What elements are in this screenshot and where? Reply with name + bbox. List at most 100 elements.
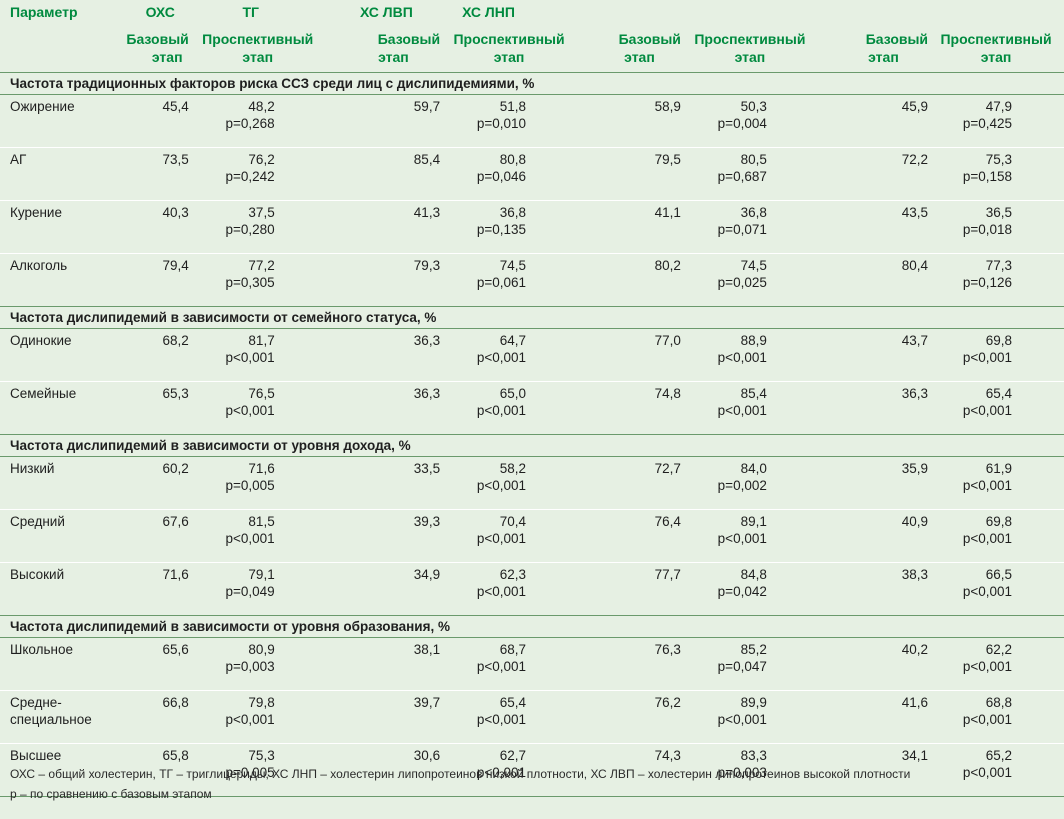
cell-value: 89,1 [740,514,767,529]
section-row: Частота дислипидемий в зависимости от ур… [0,434,1064,457]
section-row: Частота традиционных факторов риска ССЗ … [0,72,1064,95]
header-stage-line2: этап [624,49,655,65]
table-body: Частота традиционных факторов риска ССЗ … [0,72,1064,797]
header-stage-line1: Проспективный [202,31,314,47]
cell-prospective-value: 81,7 p<0,001 [194,328,327,382]
cell-base-value: 66,8 [125,690,195,744]
header-stage-line2: этап [151,49,183,65]
footnotes: ОХС – общий холестерин, ТГ – триглицерид… [10,764,910,804]
cell-prospective-value: 64,7 p<0,001 [446,328,579,382]
cell-base-value: 45,4 [125,94,195,148]
cell-prospective-value: 79,1 p=0,049 [194,562,327,616]
cell-base-value: 58,9 [578,94,687,148]
header-param: Параметр [10,4,78,20]
header-stage-base: Базовый этап [578,24,687,73]
cell-value: 79,1 [248,567,275,582]
cell-value: 61,9 [985,461,1012,476]
cell-prospective-value: 47,9 p=0,425 [934,94,1064,148]
cell-base-value: 76,2 [578,690,687,744]
cell-p-value: p=0,280 [225,222,275,237]
table-row: АГ 73,5 76,2 p=0,242 85,4 80,8 p=0,046 79,5 80,5… [0,147,1064,201]
footnote-p-value: р – по сравнению с базовым этапом [10,787,212,801]
row-label: Средне-специальное [0,690,126,744]
cell-prospective-value: 51,8 p=0,010 [446,94,579,148]
header-stage-line1: Базовый [865,31,929,47]
table-row: Высшее 65,8 75,3 p=0,005 30,6 62,7 p<0,001 74,3… [0,743,1064,797]
cell-base-value: 38,1 [326,637,447,691]
header-stage-line2: этап [378,49,409,65]
cell-value: 51,8 [499,99,527,114]
cell-p-value: p=0,003 [717,765,767,780]
cell-prospective-value: 83,3 p=0,003 [686,743,819,797]
cell-prospective-value: 69,8 p<0,001 [934,509,1064,563]
section-title: Частота дислипидемий в зависимости от ур… [0,615,1064,638]
cell-prospective-value: 88,9 p<0,001 [686,328,819,382]
cell-prospective-value: 65,2 p<0,001 [934,743,1064,797]
header-stage-line2: этап [242,49,274,65]
cell-value: 65,0 [499,386,527,401]
cell-prospective-value: 75,3 p=0,158 [934,147,1064,201]
cell-p-value: p<0,001 [225,531,275,546]
header-stage-line1: Проспективный [453,31,565,47]
table-row: Низкий 60,2 71,6 p=0,005 33,5 58,2 p<0,001 72,7… [0,456,1064,510]
cell-base-value: 41,1 [578,200,687,254]
cell-base-value: 38,3 [818,562,935,616]
cell-prospective-value: 79,8 p<0,001 [194,690,327,744]
cell-base-value: 33,5 [326,456,447,510]
row-label: АГ [0,147,126,201]
cell-p-value: p=0,010 [476,116,527,131]
row-label-line: Средне- [10,695,62,710]
cell-prospective-value: 80,5 p=0,687 [686,147,819,201]
cell-base-value: 43,5 [818,200,935,254]
cell-base-value: 41,3 [326,200,447,254]
cell-p-value: p=0,002 [717,478,767,493]
header-stage-line1: Базовый [126,31,189,47]
cell-p-value: p<0,001 [476,531,527,546]
cell-base-value: 30,6 [326,743,447,797]
cell-prospective-value: 71,6 p=0,005 [194,456,327,510]
cell-base-value: 65,6 [125,637,195,691]
cell-p-value: p<0,001 [476,403,527,418]
cell-base-value: 39,3 [326,509,447,563]
header-group-hs-lnp: ХС ЛНП [462,4,515,20]
cell-base-value: 39,7 [326,690,447,744]
cell-value: 80,5 [740,152,767,167]
cell-value: 71,6 [248,461,275,476]
cell-p-value: p<0,001 [962,350,1012,365]
cell-p-value: p=0,425 [962,116,1012,131]
cell-value: 65,4 [499,695,527,710]
cell-base-value: 60,2 [125,456,195,510]
cell-p-value: p<0,001 [962,531,1012,546]
row-label: Средний [0,509,126,563]
cell-prospective-value: 80,9 p=0,003 [194,637,327,691]
row-label: Ожирение [0,94,126,148]
table-row: Одинокие 68,2 81,7 p<0,001 36,3 64,7 p<0,001 77… [0,328,1064,382]
cell-value: 50,3 [740,99,767,114]
cell-value: 85,2 [740,642,767,657]
cell-p-value: p=0,049 [225,584,275,599]
header-stage-base: Базовый этап [125,24,195,73]
row-label: Семейные [0,381,126,435]
cell-p-value: p<0,001 [962,584,1012,599]
cell-value: 62,3 [499,567,527,582]
cell-value: 48,2 [248,99,275,114]
table-row: Высокий 71,6 79,1 p=0,049 34,9 62,3 p<0,001 77,… [0,562,1064,616]
cell-base-value: 76,4 [578,509,687,563]
cell-value: 79,8 [248,695,275,710]
cell-value: 74,5 [740,258,767,273]
cell-p-value: p<0,001 [962,765,1012,780]
cell-prospective-value: 36,5 p=0,018 [934,200,1064,254]
cell-value: 36,8 [740,205,767,220]
cell-value: 80,8 [499,152,527,167]
cell-value: 70,4 [499,514,527,529]
cell-p-value: p=0,687 [717,169,767,184]
row-label: Высшее [0,743,126,797]
cell-base-value: 76,3 [578,637,687,691]
cell-p-value: p=0,242 [225,169,275,184]
cell-value: 81,7 [248,333,275,348]
row-label-line: специальное [10,712,92,727]
cell-prospective-value: 58,2 p<0,001 [446,456,579,510]
cell-prospective-value: 85,2 p=0,047 [686,637,819,691]
cell-base-value: 72,2 [818,147,935,201]
cell-prospective-value: 36,8 p=0,135 [446,200,579,254]
